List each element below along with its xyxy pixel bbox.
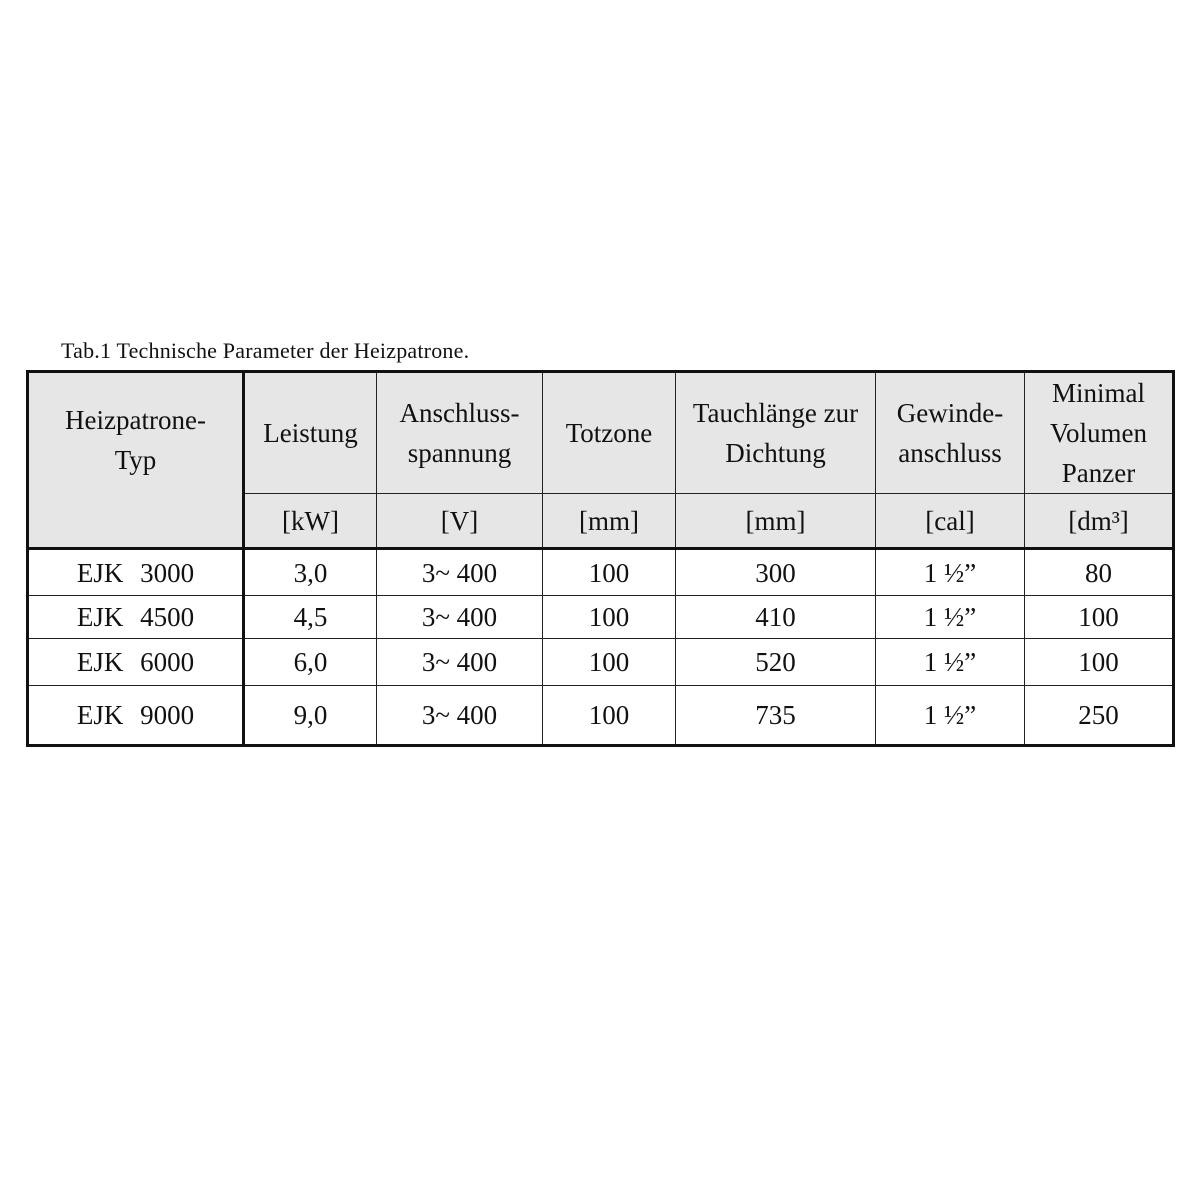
unit-kw: [kW] (243, 493, 377, 550)
cell-volumen: 100 (1024, 595, 1174, 639)
unit-cal: [cal] (875, 493, 1025, 550)
header-gewindeanschluss: Gewinde-anschluss (875, 371, 1025, 494)
unit-dm3: [dm³] (1024, 493, 1174, 550)
header-anschlussspannung: Anschluss-spannung (376, 371, 543, 494)
cell-totzone: 100 (542, 638, 676, 686)
cell-type: EJK 6000 (27, 638, 245, 686)
unit-v: [V] (376, 493, 543, 550)
cell-volumen: 100 (1024, 638, 1174, 686)
header-totzone: Totzone (542, 371, 676, 494)
cell-totzone: 100 (542, 685, 676, 746)
cell-leistung: 3,0 (243, 548, 377, 596)
header-type: Heizpatrone-Typ (27, 371, 245, 550)
header-tauchlaenge: Tauchlänge zur Dichtung (675, 371, 876, 494)
cell-spannung: 3~ 400 (376, 548, 543, 596)
table-caption: Tab.1 Technische Parameter der Heizpatro… (61, 338, 470, 363)
cell-volumen: 250 (1024, 685, 1174, 746)
cell-gewinde: 1 ½” (875, 638, 1025, 686)
table-row: EJK 6000 6,0 3~ 400 100 520 1 ½” 100 (27, 638, 1174, 686)
cell-gewinde: 1 ½” (875, 685, 1025, 746)
header-leistung: Leistung (243, 371, 377, 494)
cell-totzone: 100 (542, 548, 676, 596)
cell-tauchlaenge: 735 (675, 685, 876, 746)
cell-spannung: 3~ 400 (376, 685, 543, 746)
table-row: EJK 3000 3,0 3~ 400 100 300 1 ½” 80 (27, 548, 1174, 596)
cell-leistung: 9,0 (243, 685, 377, 746)
cell-totzone: 100 (542, 595, 676, 639)
cell-spannung: 3~ 400 (376, 595, 543, 639)
header-minimal-volumen: Minimal Volumen Panzer (1024, 371, 1174, 494)
cell-gewinde: 1 ½” (875, 548, 1025, 596)
cell-type: EJK 3000 (27, 548, 245, 596)
cell-volumen: 80 (1024, 548, 1174, 596)
parameter-table: Heizpatrone-Typ Leistung Anschluss-spann… (26, 370, 1175, 747)
table-row: EJK 4500 4,5 3~ 400 100 410 1 ½” 100 (27, 595, 1174, 639)
unit-mm-tauch: [mm] (675, 493, 876, 550)
cell-tauchlaenge: 410 (675, 595, 876, 639)
cell-type: EJK 9000 (27, 685, 245, 746)
table-row: EJK 9000 9,0 3~ 400 100 735 1 ½” 250 (27, 685, 1174, 746)
cell-leistung: 4,5 (243, 595, 377, 639)
cell-gewinde: 1 ½” (875, 595, 1025, 639)
unit-mm: [mm] (542, 493, 676, 550)
cell-tauchlaenge: 300 (675, 548, 876, 596)
cell-leistung: 6,0 (243, 638, 377, 686)
cell-type: EJK 4500 (27, 595, 245, 639)
cell-spannung: 3~ 400 (376, 638, 543, 686)
cell-tauchlaenge: 520 (675, 638, 876, 686)
